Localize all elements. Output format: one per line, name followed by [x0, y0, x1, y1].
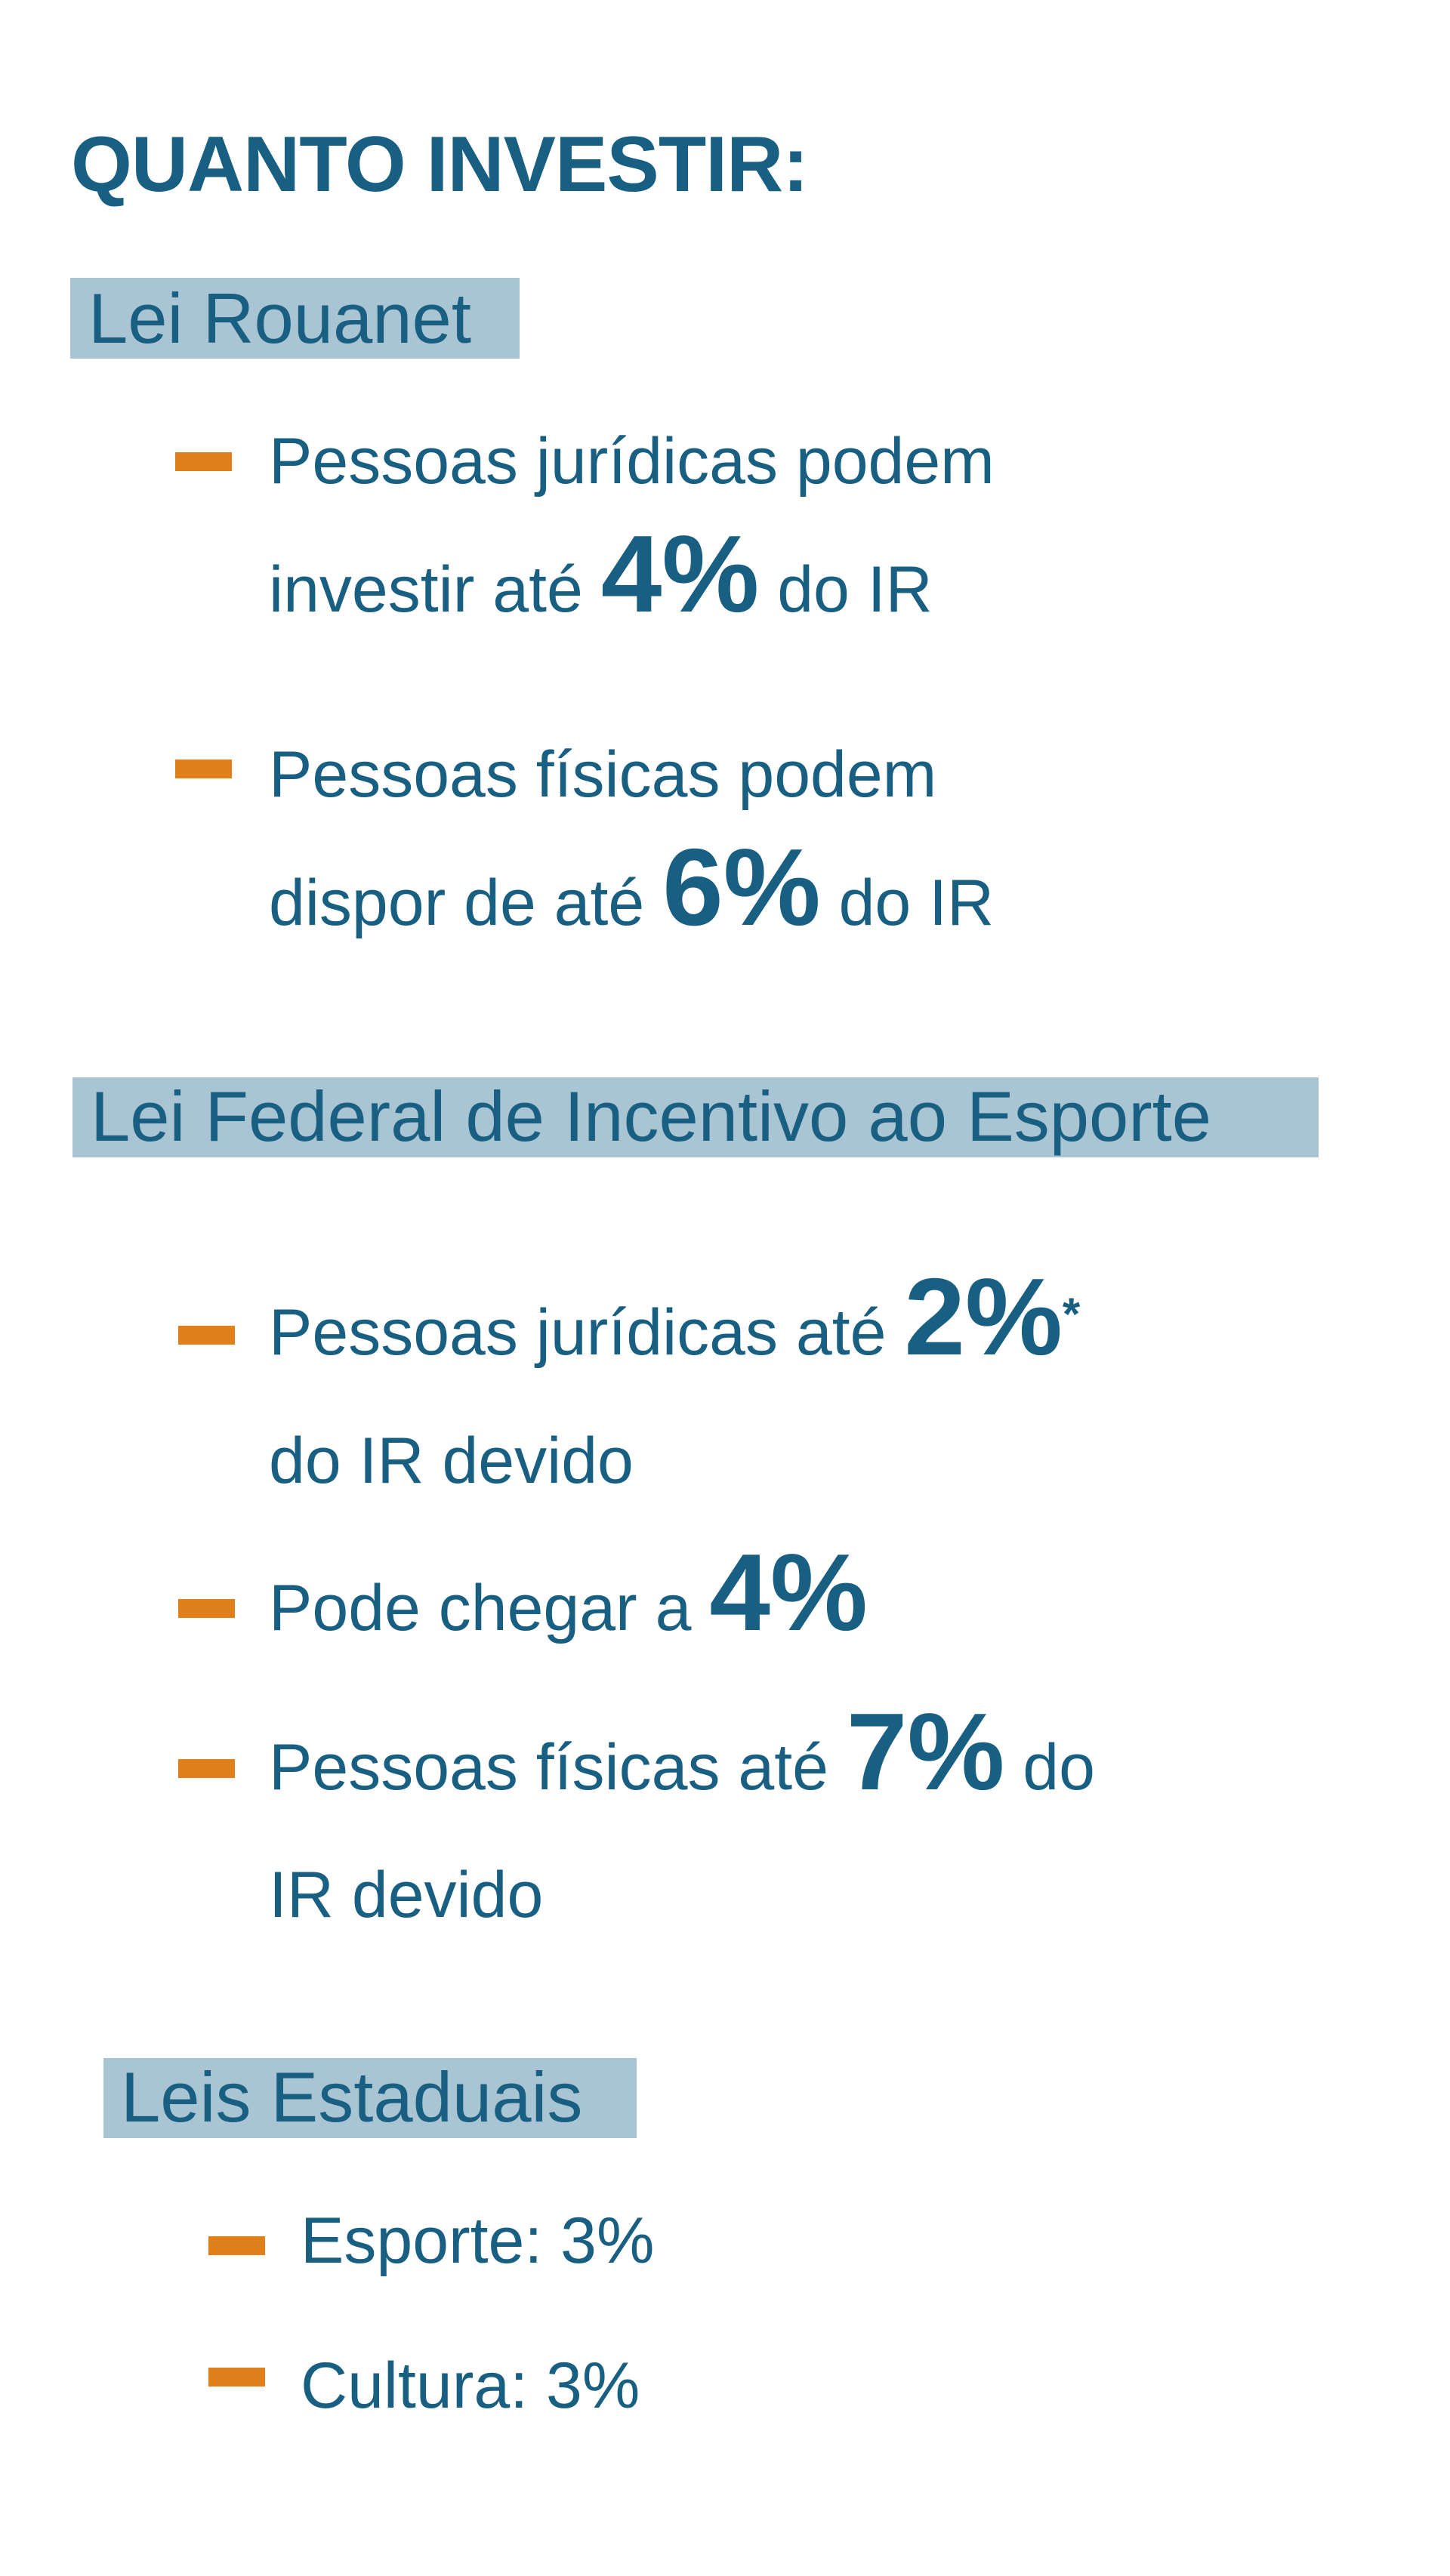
section-heading: Leis Estaduais	[121, 2057, 583, 2137]
item-text-line: Pessoas físicas até 7% do	[269, 1697, 1095, 1807]
section-heading: Lei Rouanet	[88, 279, 471, 358]
section-header-box	[72, 1077, 1319, 1157]
asterisk-footnote-mark: *	[1062, 1289, 1081, 1339]
page-title: QUANTO INVESTIR:	[71, 121, 809, 208]
orange-dash-bullet-icon	[178, 1326, 235, 1345]
item-text: Pode chegar a	[269, 1572, 710, 1644]
item-text-line: IR devido	[269, 1859, 544, 1931]
highlight-percentage: 4%	[709, 1531, 868, 1653]
item-text-line: do IR devido	[269, 1425, 634, 1497]
highlight-percentage: 2%	[904, 1256, 1063, 1378]
section-heading: Lei Federal de Incentivo ao Esporte	[91, 1077, 1212, 1156]
item-text: do IR	[759, 553, 933, 626]
item-text: investir até	[269, 553, 601, 626]
highlight-percentage: 7%	[846, 1690, 1005, 1813]
item-text: do	[1004, 1731, 1095, 1804]
item-text: Pessoas físicas até	[269, 1731, 847, 1804]
item-text-line: investir até 4% do IR	[269, 519, 933, 629]
item-text: do IR	[820, 867, 995, 939]
orange-dash-bullet-icon	[208, 2236, 265, 2255]
section-header-box	[70, 278, 520, 359]
item-text-line: Pessoas físicas podem	[269, 738, 937, 811]
section-header-box	[103, 2058, 637, 2138]
orange-dash-bullet-icon	[175, 452, 232, 471]
highlight-percentage: 6%	[662, 826, 821, 948]
item-text-line: Pode chegar a 4%	[269, 1538, 868, 1647]
item-text-line: Pessoas jurídicas até 2%*	[269, 1262, 1080, 1372]
item-text-line: Cultura: 3%	[301, 2350, 640, 2422]
orange-dash-bullet-icon	[175, 760, 232, 778]
item-text: Pessoas jurídicas até	[269, 1296, 905, 1369]
orange-dash-bullet-icon	[178, 1759, 235, 1778]
item-text-line: Esporte: 3%	[301, 2205, 655, 2277]
item-text: dispor de até	[269, 867, 663, 939]
orange-dash-bullet-icon	[178, 1599, 235, 1618]
item-text-line: Pessoas jurídicas podem	[269, 425, 995, 498]
item-text-line: dispor de até 6% do IR	[269, 833, 994, 942]
orange-dash-bullet-icon	[208, 2368, 265, 2386]
highlight-percentage: 4%	[600, 513, 760, 635]
